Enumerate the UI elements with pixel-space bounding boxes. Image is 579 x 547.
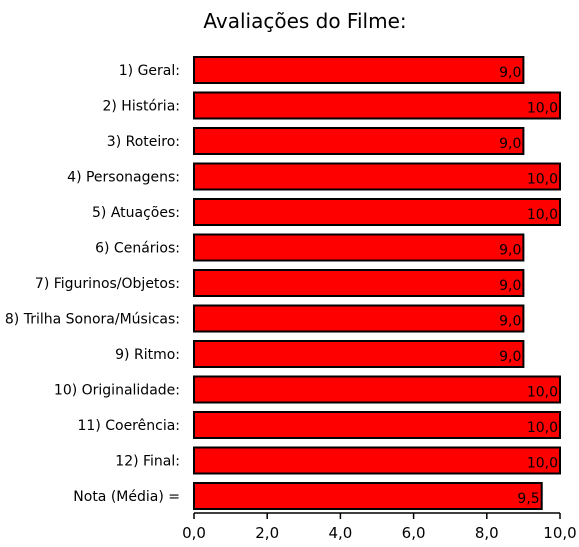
data-label: 9,0	[499, 65, 521, 81]
data-label: 9,0	[499, 136, 521, 152]
category-label: Nota (Média) =	[73, 489, 180, 505]
category-label: 11) Coerência:	[78, 418, 181, 434]
x-tick-label: 8,0	[475, 524, 499, 542]
category-label: 6) Cenários:	[95, 241, 180, 257]
bar	[193, 411, 561, 439]
data-label: 10,0	[527, 456, 558, 472]
bar	[193, 304, 525, 333]
x-tick-label: 4,0	[328, 524, 352, 542]
data-label: 9,5	[517, 491, 539, 507]
data-label: 10,0	[527, 207, 558, 223]
category-label: 4) Personagens:	[67, 170, 180, 186]
bar	[193, 340, 525, 368]
bar	[193, 269, 525, 297]
x-tick-label: 10,0	[543, 524, 576, 542]
category-label: 3) Roteiro:	[107, 134, 180, 150]
data-label: 9,0	[499, 349, 521, 365]
category-label: 7) Figurinos/Objetos:	[35, 276, 180, 292]
x-tick-label: 6,0	[402, 524, 426, 542]
bar	[193, 482, 543, 510]
bar	[193, 162, 561, 191]
category-label: 1) Geral:	[119, 63, 180, 79]
chart-title: Avaliações do Filme:	[203, 9, 406, 33]
category-label: 8) Trilha Sonora/Músicas:	[5, 312, 180, 328]
bar	[193, 233, 525, 262]
data-label: 9,0	[499, 278, 521, 294]
bar	[193, 91, 561, 120]
category-label: 9) Ritmo:	[115, 347, 180, 363]
category-label: 5) Atuações:	[92, 205, 180, 221]
bar	[193, 446, 561, 475]
data-label: 10,0	[527, 420, 558, 436]
bar	[193, 127, 525, 155]
bar	[193, 375, 561, 404]
category-label: 10) Originalidade:	[54, 383, 180, 399]
x-tick-label: 2,0	[255, 524, 279, 542]
data-label: 10,0	[527, 172, 558, 188]
data-label: 9,0	[499, 243, 521, 259]
data-label: 10,0	[527, 385, 558, 401]
bars-group: 1) Geral: 9,0 2) História: 10,0 3) Roteiro: 9…	[5, 56, 561, 510]
bar	[193, 198, 561, 226]
bar	[193, 56, 525, 84]
category-label: 12) Final:	[115, 454, 180, 470]
x-tick-label: 0,0	[182, 524, 206, 542]
data-label: 9,0	[499, 314, 521, 330]
data-label: 10,0	[527, 101, 558, 117]
x-axis: 0,0 2,0 4,0 6,0 8,0 10,0	[182, 512, 577, 542]
category-label: 2) História:	[102, 99, 180, 115]
